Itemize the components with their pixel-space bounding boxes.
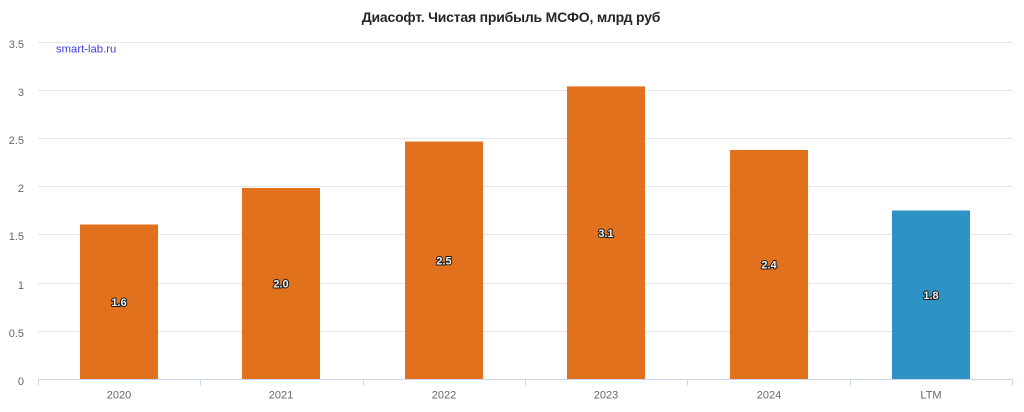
svg-text:0.5: 0.5 (9, 328, 24, 340)
svg-text:2023: 2023 (594, 390, 618, 402)
svg-text:2.5: 2.5 (9, 135, 24, 147)
svg-text:1.8: 1.8 (923, 290, 938, 302)
svg-text:2020: 2020 (107, 390, 131, 402)
svg-text:2024: 2024 (757, 390, 781, 402)
svg-text:1.5: 1.5 (9, 231, 24, 243)
svg-text:3.1: 3.1 (598, 228, 613, 240)
svg-text:smart-lab.ru: smart-lab.ru (56, 44, 116, 56)
svg-text:2.4: 2.4 (761, 260, 777, 272)
svg-text:2022: 2022 (432, 390, 456, 402)
svg-text:Диасофт. Чистая прибыль МСФО,: Диасофт. Чистая прибыль МСФО, млрд руб (362, 9, 661, 25)
svg-text:3: 3 (18, 87, 24, 99)
svg-text:2: 2 (18, 183, 24, 195)
svg-text:0: 0 (18, 376, 24, 388)
svg-text:1.6: 1.6 (111, 297, 126, 309)
svg-text:2.5: 2.5 (436, 256, 451, 268)
svg-text:1: 1 (18, 280, 24, 292)
svg-text:2021: 2021 (269, 390, 293, 402)
svg-text:2.0: 2.0 (273, 279, 288, 291)
svg-text:LTM: LTM (920, 390, 941, 402)
svg-text:3.5: 3.5 (9, 39, 24, 51)
